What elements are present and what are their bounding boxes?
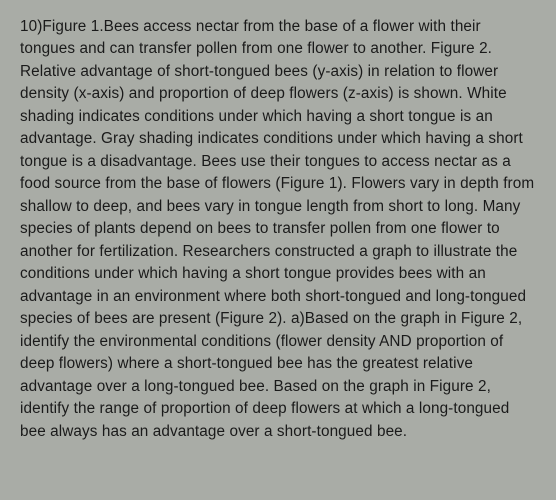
question-body-text: 10)Figure 1.Bees access nectar from the … bbox=[20, 16, 536, 443]
